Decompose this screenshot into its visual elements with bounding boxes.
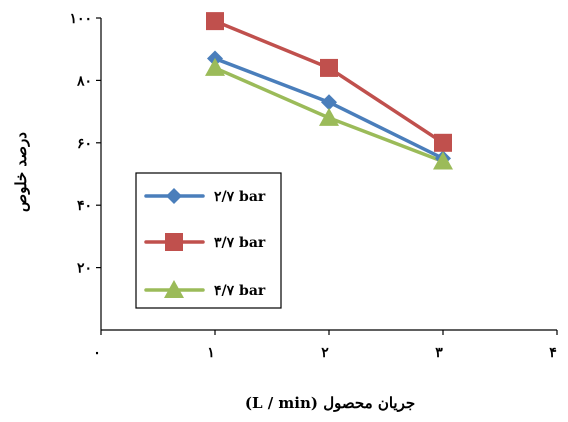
y-tick-label: ۴۰	[77, 198, 92, 214]
legend: ۲/۷ bar ۳/۷ bar ۴/۷ bar	[135, 172, 282, 309]
data-point-3-1	[205, 57, 225, 76]
series-lines	[213, 19, 445, 164]
x-tick-label: ۰	[93, 345, 101, 361]
y-tick-label: ۶۰	[77, 136, 92, 152]
data-point-2-1	[206, 12, 224, 31]
x-tick-label: ۳	[435, 345, 443, 361]
legend-label-1: ۲/۷ bar	[214, 189, 266, 205]
legend-marker-2	[165, 233, 183, 251]
data-point-1-2	[321, 94, 337, 111]
y-tick-label: ۱۰۰	[69, 11, 92, 27]
x-tick-label: ۲	[321, 345, 329, 361]
x-axis-title: جریان محصول (L / min)	[245, 394, 415, 412]
legend-label-2: ۳/۷ bar	[214, 235, 266, 251]
y-tick-label: ۲۰	[77, 261, 92, 277]
x-tick-label: ۴	[549, 345, 557, 361]
axes: ۲۰ ۴۰ ۶۰ ۸۰ ۱۰۰ ۰ ۱ ۲ ۳ ۴	[69, 11, 558, 361]
x-tick-label: ۱	[207, 345, 215, 361]
y-tick-label: ۸۰	[76, 73, 92, 89]
legend-marker-3	[164, 280, 184, 298]
data-point-2-2	[320, 58, 338, 77]
data-point-3-2	[319, 107, 339, 126]
series-markers	[205, 12, 453, 170]
data-point-2-3	[434, 133, 452, 152]
data-point-3-3	[433, 151, 453, 170]
legend-marker-1	[166, 188, 182, 204]
legend-label-3: ۴/۷ bar	[214, 283, 266, 299]
y-axis-title: درصد خلوص	[12, 132, 30, 212]
